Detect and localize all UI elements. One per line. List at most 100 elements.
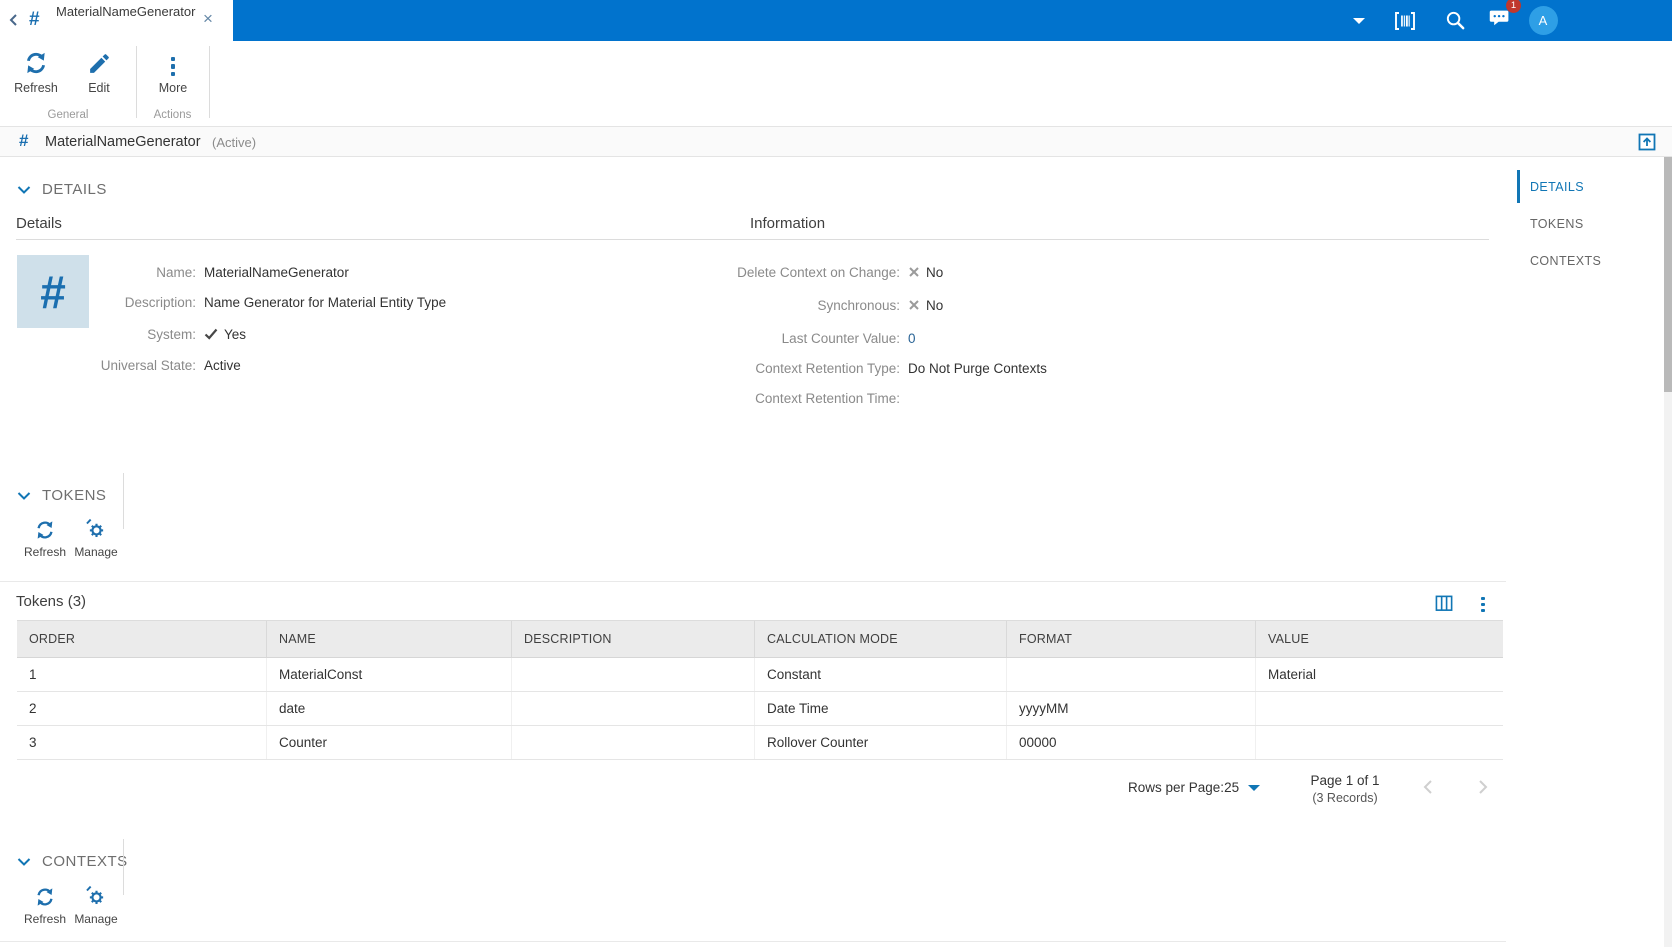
contexts-manage-button[interactable]: Manage bbox=[68, 884, 124, 926]
field-retention-type: Context Retention Type: Do Not Purge Con… bbox=[755, 360, 1047, 376]
gear-icon bbox=[85, 885, 104, 906]
tokens-section-title: TOKENS bbox=[42, 487, 107, 504]
column-header-description[interactable]: DESCRIPTION bbox=[512, 621, 755, 657]
rows-per-page-select[interactable]: Rows per Page:25 bbox=[1128, 780, 1261, 795]
hash-icon: # bbox=[29, 9, 40, 30]
back-icon[interactable] bbox=[6, 12, 22, 28]
ribbon-toolbar: Refresh Edit More General Actions bbox=[0, 41, 1672, 126]
contexts-section-toggle[interactable]: CONTEXTS bbox=[16, 853, 128, 870]
chevron-down-icon bbox=[17, 491, 31, 499]
ribbon-separator bbox=[136, 46, 137, 118]
details-panel-rule bbox=[16, 239, 788, 240]
table-row[interactable]: 2 date Date Time yyyyMM bbox=[17, 692, 1503, 726]
hash-icon: # bbox=[19, 131, 29, 150]
edit-button[interactable]: Edit bbox=[71, 48, 127, 95]
scrollbar-track[interactable] bbox=[1664, 157, 1672, 947]
details-panel-title: Details bbox=[16, 215, 62, 232]
entity-tab[interactable]: # MaterialNameGenerator × bbox=[0, 0, 233, 41]
column-header-order[interactable]: ORDER bbox=[17, 621, 267, 657]
sidebar-item-tokens[interactable]: TOKENS bbox=[1530, 216, 1584, 231]
field-synchronous: Synchronous: No bbox=[817, 297, 944, 313]
entity-title: MaterialNameGenerator bbox=[45, 134, 201, 150]
entity-header: # MaterialNameGenerator (Active) bbox=[0, 126, 1672, 157]
avatar: A bbox=[1528, 6, 1558, 35]
tokens-refresh-button[interactable]: Refresh bbox=[17, 517, 73, 559]
contexts-refresh-button[interactable]: Refresh bbox=[17, 884, 73, 926]
pencil-icon bbox=[89, 54, 109, 73]
table-header-row: ORDER NAME DESCRIPTION CALCULATION MODE … bbox=[17, 620, 1503, 658]
search-icon bbox=[1446, 11, 1464, 30]
field-description: Description: Name Generator for Material… bbox=[124, 294, 447, 310]
field-delete-context: Delete Context on Change: No bbox=[737, 264, 944, 280]
barcode-scan-button[interactable] bbox=[1392, 0, 1418, 41]
information-panel-rule bbox=[750, 239, 1489, 240]
sidebar-item-contexts[interactable]: CONTEXTS bbox=[1530, 253, 1602, 268]
section-nav: DETAILS TOKENS CONTEXTS bbox=[1506, 168, 1656, 279]
information-panel-title: Information bbox=[750, 215, 826, 232]
column-header-format[interactable]: FORMAT bbox=[1007, 621, 1256, 657]
notification-badge: 1 bbox=[1506, 0, 1521, 13]
field-universal-state: Universal State: Active bbox=[100, 357, 241, 373]
sidebar-item-details[interactable]: DETAILS bbox=[1506, 168, 1656, 205]
search-button[interactable] bbox=[1443, 0, 1467, 41]
column-settings-icon[interactable] bbox=[1435, 594, 1454, 613]
next-page-icon[interactable] bbox=[1473, 778, 1491, 796]
ribbon-group-actions: Actions bbox=[153, 109, 192, 121]
table-menu-icon[interactable] bbox=[1481, 594, 1485, 612]
more-label: More bbox=[158, 81, 188, 95]
tab-title: MaterialNameGenerator bbox=[56, 4, 196, 19]
column-header-name[interactable]: NAME bbox=[267, 621, 512, 657]
messages-button[interactable]: 1 bbox=[1488, 0, 1521, 41]
kebab-icon bbox=[170, 54, 176, 76]
scrollbar-thumb[interactable] bbox=[1664, 157, 1672, 392]
column-header-calculation-mode[interactable]: CALCULATION MODE bbox=[755, 621, 1007, 657]
field-last-counter: Last Counter Value: 0 bbox=[781, 330, 916, 346]
panel-expand-icon[interactable] bbox=[1638, 133, 1656, 151]
top-bar: # MaterialNameGenerator × 1 A bbox=[0, 0, 1672, 41]
x-icon bbox=[909, 300, 919, 310]
column-header-value[interactable]: VALUE bbox=[1268, 632, 1310, 646]
ribbon-group-general: General bbox=[47, 109, 89, 121]
field-retention-time: Context Retention Time: bbox=[755, 390, 900, 406]
field-name: Name: MaterialNameGenerator bbox=[156, 264, 349, 280]
refresh-icon bbox=[36, 887, 54, 907]
chevron-down-icon bbox=[1353, 17, 1365, 24]
contexts-section-title: CONTEXTS bbox=[42, 853, 128, 870]
page-indicator: Page 1 of 1 (3 Records) bbox=[1310, 773, 1380, 805]
previous-page-icon[interactable] bbox=[1420, 778, 1438, 796]
toolbar-separator bbox=[123, 839, 124, 895]
tokens-table-title: Tokens (3) bbox=[16, 593, 87, 610]
chevron-down-icon bbox=[17, 857, 31, 865]
tokens-section-toggle[interactable]: TOKENS bbox=[16, 487, 106, 504]
gear-icon bbox=[85, 518, 104, 539]
ribbon-separator bbox=[209, 46, 210, 118]
refresh-button[interactable]: Refresh bbox=[8, 48, 64, 95]
entity-avatar: # bbox=[17, 255, 89, 328]
check-icon bbox=[204, 328, 218, 340]
hash-glyph: # bbox=[40, 265, 66, 318]
edit-label: Edit bbox=[88, 81, 110, 95]
details-section-toggle[interactable]: DETAILS bbox=[16, 181, 107, 198]
refresh-icon bbox=[36, 520, 54, 540]
tokens-manage-button[interactable]: Manage bbox=[68, 517, 124, 559]
section-divider bbox=[0, 941, 1506, 942]
user-menu-button[interactable]: A bbox=[1528, 0, 1558, 41]
table-row[interactable]: 1 MaterialConst Constant Material bbox=[17, 658, 1503, 692]
toolbar-separator bbox=[123, 473, 124, 529]
refresh-icon bbox=[25, 51, 47, 75]
chevron-down-icon bbox=[1248, 784, 1261, 791]
barcode-icon bbox=[1395, 11, 1415, 30]
chevron-down-icon bbox=[17, 185, 31, 193]
close-tab-icon[interactable]: × bbox=[203, 9, 213, 28]
entity-state: (Active) bbox=[212, 135, 257, 150]
details-section-title: DETAILS bbox=[42, 181, 107, 198]
tokens-table: ORDER NAME DESCRIPTION CALCULATION MODE … bbox=[17, 620, 1503, 760]
section-divider bbox=[0, 581, 1506, 582]
more-button[interactable]: More bbox=[145, 48, 201, 95]
topbar-menu-caret[interactable] bbox=[1346, 0, 1372, 41]
field-system: System: Yes bbox=[147, 326, 247, 342]
refresh-label: Refresh bbox=[14, 81, 58, 95]
x-icon bbox=[909, 267, 919, 277]
table-row[interactable]: 3 Counter Rollover Counter 00000 bbox=[17, 726, 1503, 760]
